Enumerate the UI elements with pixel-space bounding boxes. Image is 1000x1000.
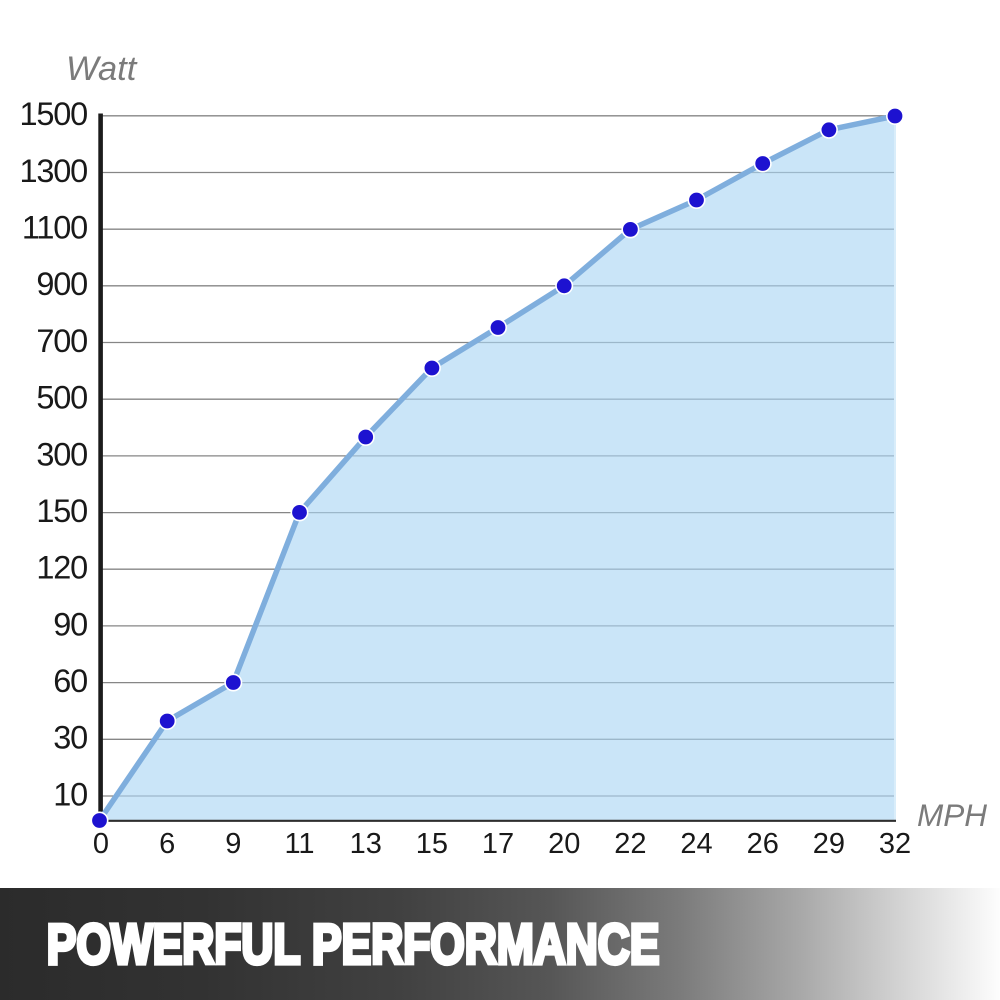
svg-text:60: 60 [53,663,87,699]
svg-text:32: 32 [879,828,911,860]
svg-text:11: 11 [284,828,314,860]
svg-text:1300: 1300 [20,153,88,189]
svg-text:150: 150 [36,493,87,529]
svg-text:1500: 1500 [20,96,88,132]
svg-text:700: 700 [36,323,87,359]
svg-text:24: 24 [680,828,712,860]
svg-text:22: 22 [614,828,646,860]
svg-text:26: 26 [747,828,779,860]
svg-text:90: 90 [53,606,87,642]
svg-text:17: 17 [482,828,514,860]
svg-text:6: 6 [159,828,175,860]
svg-text:10: 10 [53,776,87,812]
svg-text:120: 120 [36,550,87,586]
svg-text:0: 0 [93,828,109,860]
svg-text:29: 29 [813,828,845,860]
svg-text:Watt: Watt [66,50,138,88]
svg-text:9: 9 [225,828,241,860]
svg-text:13: 13 [350,828,382,860]
svg-text:30: 30 [53,720,87,756]
svg-text:15: 15 [416,828,448,860]
svg-text:900: 900 [36,266,87,302]
svg-text:POWERFUL PERFORMANCE: POWERFUL PERFORMANCE [47,912,660,975]
svg-text:300: 300 [36,436,87,472]
svg-text:1100: 1100 [22,210,87,246]
svg-text:MPH: MPH [917,797,987,833]
svg-text:20: 20 [548,828,580,860]
svg-text:500: 500 [36,380,87,416]
